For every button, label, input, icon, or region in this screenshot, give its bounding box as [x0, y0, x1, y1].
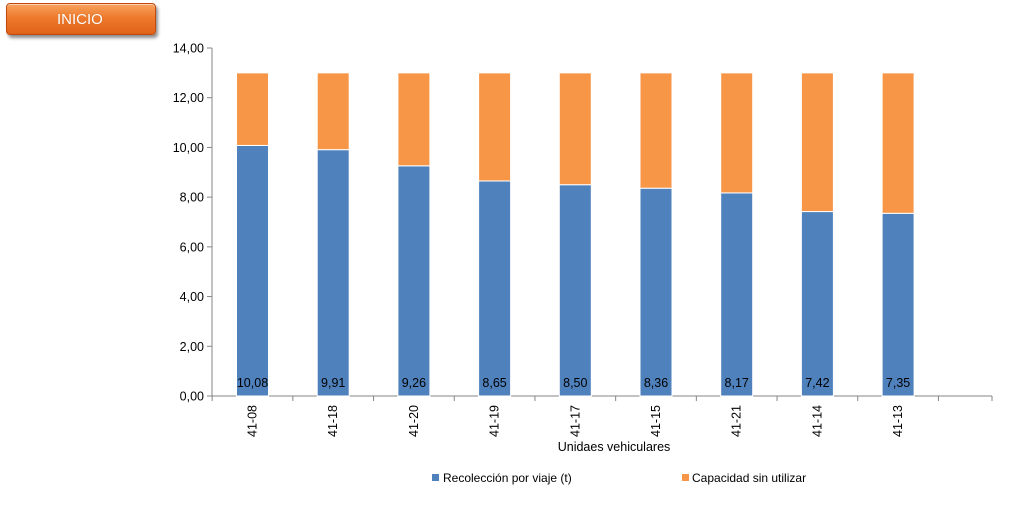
bar-capacidad-sin-utilizar	[236, 72, 269, 146]
bar-recoleccion	[800, 211, 834, 397]
y-tick-label: 0,00	[180, 390, 204, 404]
y-tick-label: 8,00	[180, 191, 204, 205]
data-label: 10,08	[237, 376, 268, 390]
bar-capacidad-sin-utilizar	[881, 72, 915, 214]
y-tick-label: 12,00	[173, 91, 204, 105]
bar-capacidad-sin-utilizar	[720, 72, 754, 194]
bar-capacidad-sin-utilizar	[397, 72, 431, 167]
bar-recoleccion	[316, 149, 350, 397]
bar-capacidad-sin-utilizar	[478, 72, 512, 182]
bar-recoleccion	[397, 165, 431, 397]
legend: Recolección por viaje (t) Capacidad sin u…	[432, 471, 806, 485]
data-label: 8,36	[644, 376, 668, 390]
bar-capacidad-sin-utilizar	[316, 72, 350, 151]
x-tick-label: 41-21	[730, 405, 744, 437]
x-tick-label: 41-08	[246, 405, 260, 437]
bar-recoleccion	[558, 184, 592, 397]
y-axis-ticks: 0,00 2,00 4,00 6,00 8,00 10,00 12,00 14,00	[173, 42, 212, 404]
x-axis-title: Unidaes vehiculares	[558, 440, 671, 454]
data-label: 8,50	[563, 376, 587, 390]
bars-group: 10,08 9,91 9,26 8,65 8,50 8,36 8,17 7,42 7,35	[236, 72, 915, 397]
data-label: 7,42	[805, 376, 829, 390]
legend-label-capacidad: Capacidad sin utilizar	[692, 471, 806, 485]
x-tick-label: 41-20	[407, 405, 421, 437]
data-label: 9,26	[402, 376, 426, 390]
bar-recoleccion	[720, 192, 754, 397]
legend-swatch-recoleccion	[432, 474, 439, 481]
y-tick-label: 2,00	[180, 340, 204, 354]
x-tick-label: 41-14	[810, 405, 824, 437]
x-tick-label: 41-19	[488, 405, 502, 437]
data-label: 8,17	[725, 376, 749, 390]
data-label: 7,35	[886, 376, 910, 390]
y-tick-label: 6,00	[180, 240, 204, 254]
x-tick-label: 41-13	[891, 405, 905, 437]
y-tick-label: 10,00	[173, 141, 204, 155]
bar-capacidad-sin-utilizar	[558, 72, 592, 186]
legend-label-recoleccion: Recolección por viaje (t)	[443, 471, 572, 485]
y-tick-label: 14,00	[173, 42, 204, 56]
x-tick-label: 41-17	[568, 405, 582, 437]
data-label: 8,65	[482, 376, 506, 390]
y-tick-label: 4,00	[180, 290, 204, 304]
bar-recoleccion	[236, 144, 269, 397]
bar-recoleccion	[639, 187, 673, 397]
inicio-button[interactable]: INICIO	[6, 3, 156, 35]
x-tick-label: 41-18	[326, 405, 340, 437]
legend-swatch-capacidad	[682, 474, 689, 481]
data-label: 9,91	[321, 376, 345, 390]
x-axis-ticks: 41-08 41-18 41-20 41-19 41-17 41-15 41-21 41-14…	[211, 396, 993, 437]
bar-capacidad-sin-utilizar	[800, 72, 834, 213]
bar-recoleccion	[478, 180, 512, 397]
bar-recoleccion	[881, 212, 915, 397]
bar-capacidad-sin-utilizar	[639, 72, 673, 189]
x-tick-label: 41-15	[649, 405, 663, 437]
